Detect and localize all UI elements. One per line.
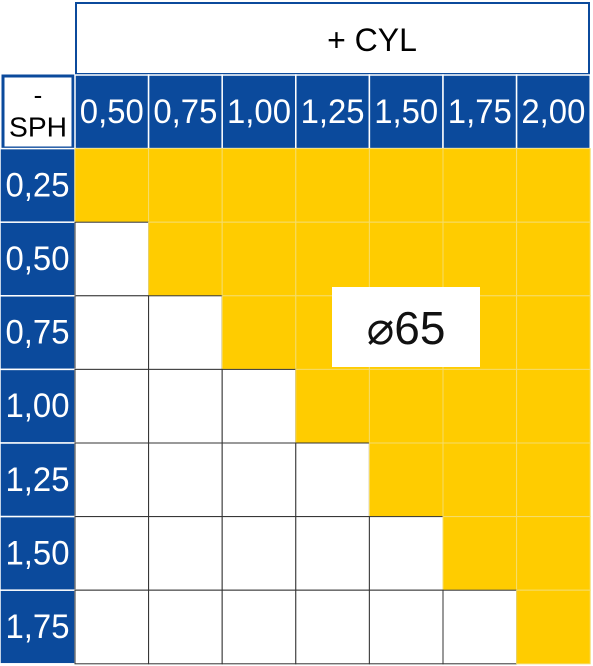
empty-cell — [368, 589, 444, 665]
empty-cell — [295, 589, 370, 665]
column-header — [442, 74, 518, 150]
filled-cell — [442, 221, 518, 297]
cyl-header-box — [75, 2, 590, 75]
filled-cell — [442, 442, 518, 518]
column-label: 1,25 — [301, 93, 365, 131]
empty-cell — [295, 516, 370, 591]
row-header — [0, 589, 76, 665]
filled-cell — [442, 368, 518, 444]
column-label: 1,00 — [227, 93, 291, 131]
empty-cell — [74, 442, 150, 518]
empty-cell — [148, 295, 223, 370]
filled-cell — [368, 221, 444, 297]
filled-cell — [295, 368, 370, 444]
row-header — [0, 295, 76, 371]
filled-cell — [442, 516, 518, 591]
corner-bottom: SPH — [9, 112, 67, 143]
badge: ⌀65 — [367, 302, 446, 354]
filled-cell — [368, 368, 444, 444]
filled-cell — [368, 442, 444, 518]
filled-cell — [148, 148, 223, 223]
row-label: 1,50 — [6, 534, 70, 572]
empty-cell — [221, 516, 297, 591]
empty-cell — [148, 368, 223, 444]
filled-cell — [295, 148, 370, 223]
filled-cell — [368, 148, 444, 223]
empty-cell — [368, 516, 444, 591]
filled-cell — [148, 221, 223, 297]
filled-cell — [516, 516, 591, 591]
empty-cell — [74, 516, 150, 591]
column-label: 0,50 — [80, 93, 144, 131]
column-header — [295, 74, 371, 150]
filled-cell — [221, 295, 297, 370]
filled-cell — [221, 148, 297, 223]
corner-top: - — [34, 80, 43, 110]
row-label: 0,50 — [6, 240, 70, 278]
filled-cell — [295, 221, 370, 297]
filled-cell — [221, 221, 297, 297]
empty-cell — [221, 368, 297, 444]
empty-cell — [74, 368, 150, 444]
filled-cell — [516, 589, 591, 665]
badge-box — [332, 287, 480, 367]
row-header — [0, 515, 76, 591]
empty-cell — [74, 295, 150, 370]
filled-cell — [516, 148, 591, 223]
cyl-title: + CYL — [327, 22, 417, 58]
filled-cell — [442, 148, 518, 223]
row-label: 0,75 — [6, 314, 70, 352]
column-label: 2,00 — [521, 93, 585, 131]
filled-cell — [74, 148, 150, 223]
row-label: 1,00 — [6, 387, 70, 425]
empty-cell — [221, 442, 297, 518]
filled-cell — [516, 221, 591, 297]
empty-cell — [148, 516, 223, 591]
column-label: 1,50 — [374, 93, 438, 131]
filled-cell — [516, 295, 591, 370]
column-header — [74, 74, 150, 150]
column-label: 1,75 — [448, 93, 512, 131]
row-label: 1,25 — [6, 461, 70, 499]
filled-cell — [516, 368, 591, 444]
row-label: 1,75 — [6, 608, 70, 646]
empty-cell — [442, 589, 518, 665]
empty-cell — [74, 221, 150, 297]
row-header — [0, 368, 76, 444]
row-header — [0, 147, 76, 223]
filled-cell — [516, 442, 591, 518]
empty-cell — [221, 589, 297, 665]
row-label: 0,25 — [6, 166, 70, 204]
empty-cell — [148, 442, 223, 518]
empty-cell — [295, 442, 370, 518]
empty-cell — [148, 589, 223, 665]
empty-cell — [74, 589, 150, 665]
column-label: 0,75 — [153, 93, 217, 131]
